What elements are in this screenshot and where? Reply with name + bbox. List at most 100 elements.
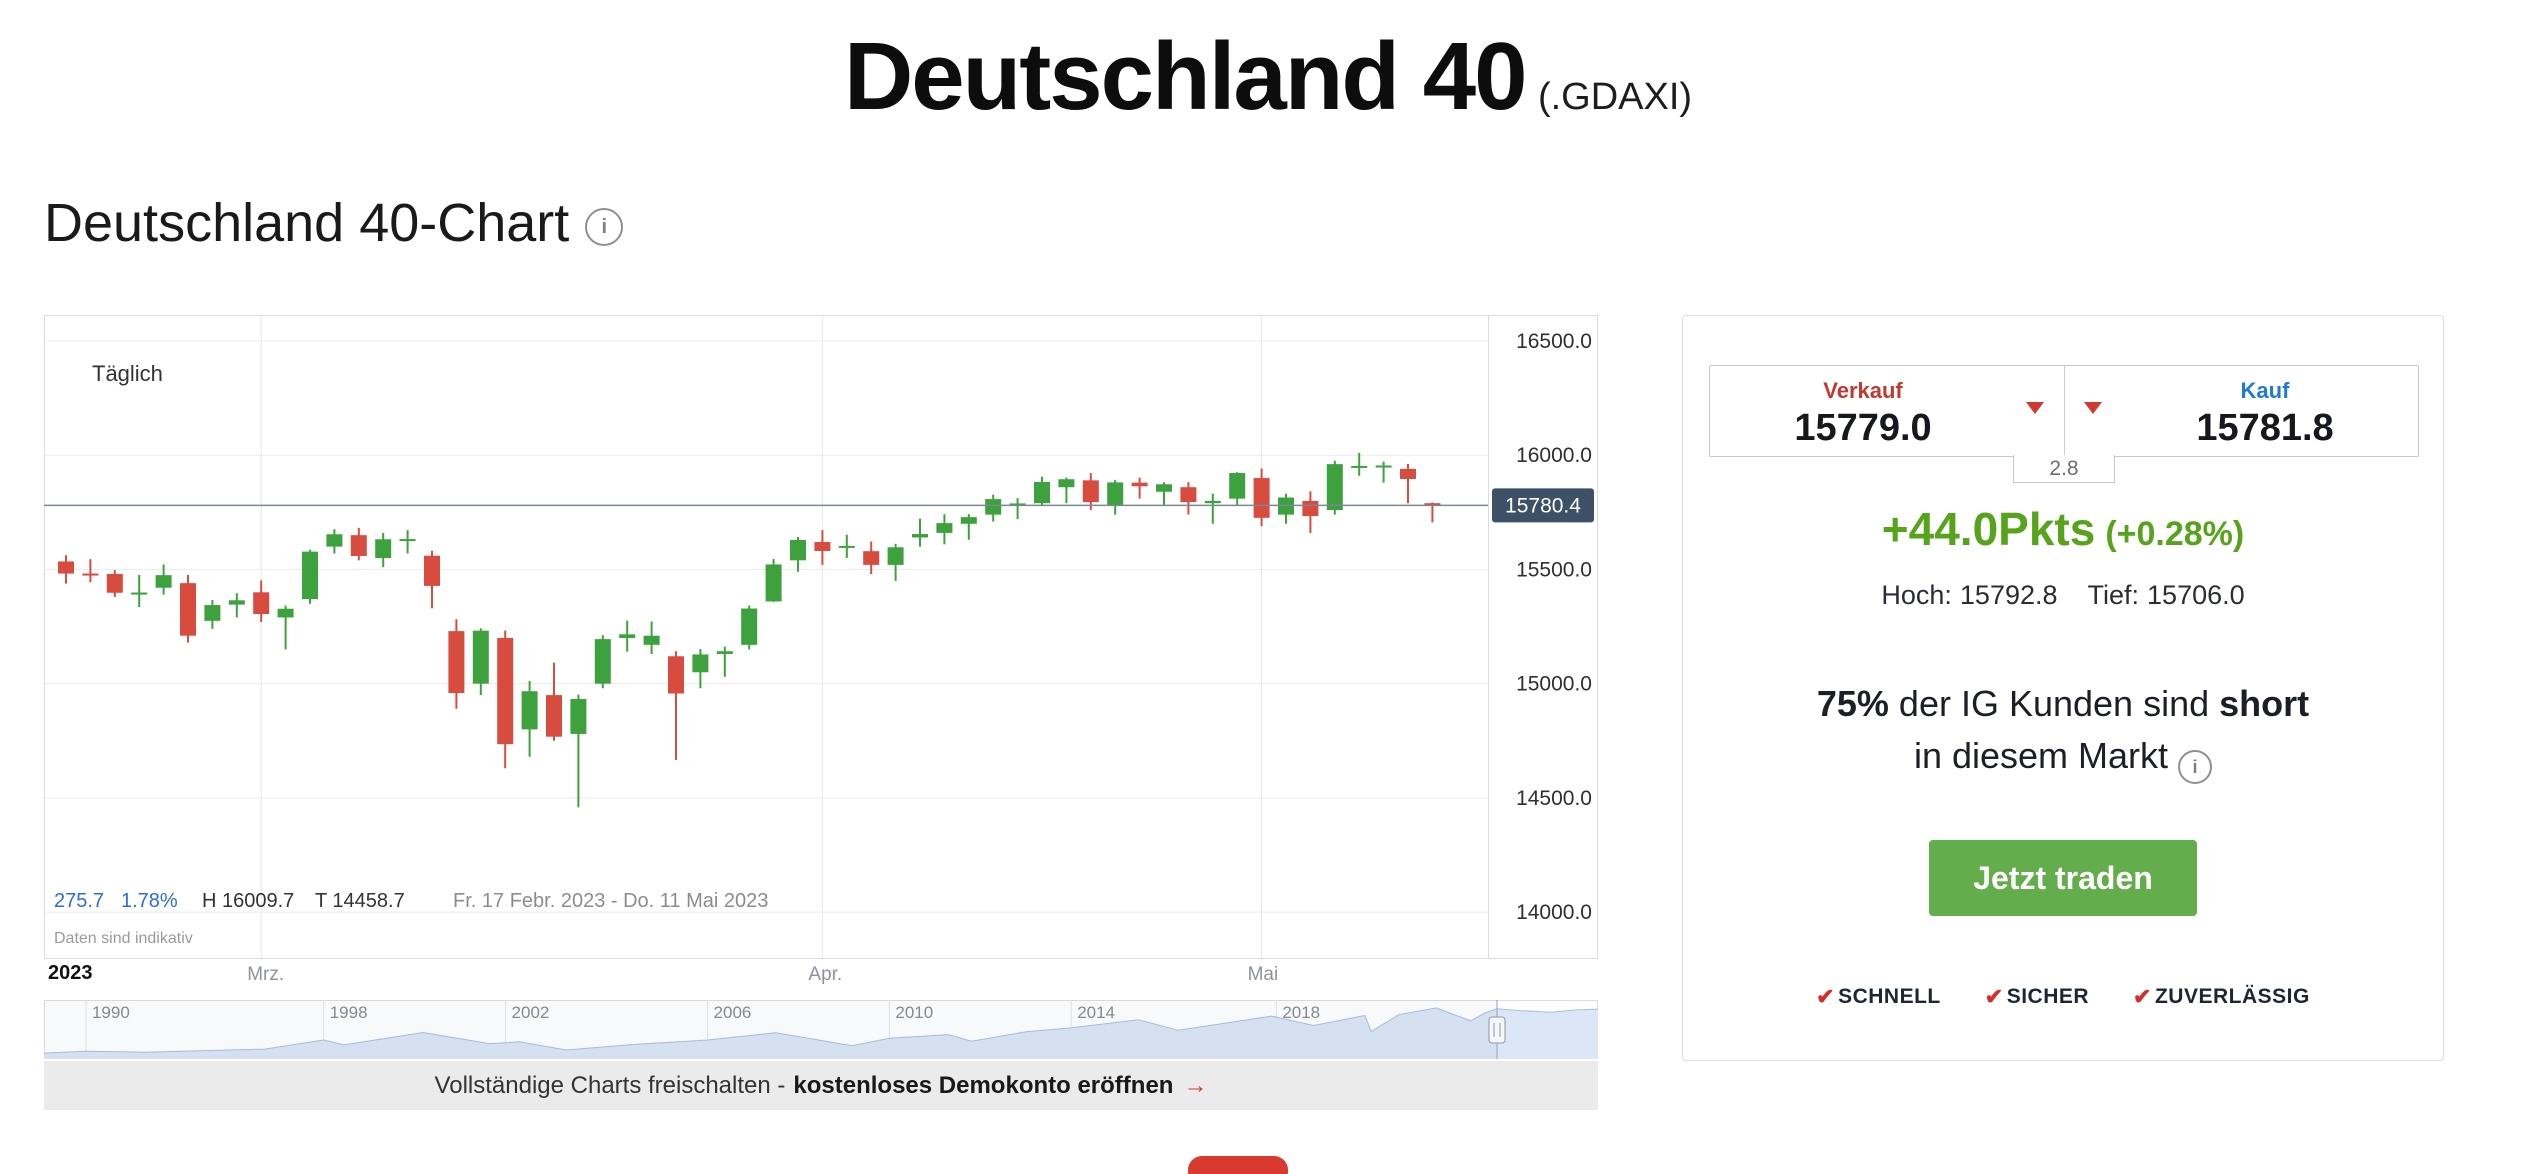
candle: [155, 575, 172, 588]
low-value: 15706.0: [2147, 580, 2245, 610]
high-low-row: Hoch: 15792.8 Tief: 15706.0: [1683, 580, 2443, 611]
candle: [985, 499, 1002, 515]
unlock-charts-banner: Vollständige Charts freischalten - koste…: [44, 1061, 1598, 1110]
candle: [1180, 487, 1197, 503]
points-change: +44.0Pkts: [1881, 503, 2096, 555]
banner-text: Vollständige Charts freischalten -: [434, 1071, 786, 1099]
candle: [424, 555, 440, 586]
jetzt-traden-button[interactable]: Jetzt traden: [1929, 840, 2197, 916]
candle: [1156, 484, 1172, 492]
navigator-year-label: 1998: [330, 1003, 368, 1022]
buy-price: 15781.8: [2196, 407, 2334, 449]
candle: [814, 542, 831, 551]
sentiment-line1: 75% der IG Kunden sind short: [1683, 678, 2443, 730]
chart-stat: 275.7: [54, 890, 104, 912]
candle: [1351, 465, 1368, 468]
candle: [375, 539, 392, 559]
candle: [765, 564, 782, 602]
candle: [399, 539, 416, 542]
chart-x-axis: 2023 Mrz. Apr. Mai: [44, 962, 1598, 996]
badge-label: SCHNELL: [1838, 985, 1941, 1008]
candle: [668, 656, 684, 694]
chart-stat: T 14458.7: [315, 890, 405, 912]
candle: [1204, 500, 1221, 504]
candle: [204, 605, 221, 621]
candle: [1107, 482, 1124, 506]
candle: [58, 561, 74, 574]
navigator-area: [44, 1007, 1598, 1059]
y-axis-label: 14500.0: [1516, 787, 1592, 810]
client-sentiment: 75% der IG Kunden sind short in diesem M…: [1683, 678, 2443, 784]
candle: [1229, 473, 1246, 499]
navigator-chart[interactable]: 1990 1998 2002 2006 2010 2014 2018: [44, 1000, 1598, 1059]
badge-zuverlaessig: ✔ ZUVERLÄSSIG: [2133, 984, 2310, 1010]
candle: [912, 534, 928, 538]
candle: [228, 600, 245, 605]
sell-price: 15779.0: [1794, 407, 1932, 449]
check-icon: ✔: [1984, 984, 2004, 1009]
price-chart[interactable]: 16500.0 16000.0 15500.0 15000.0 14500.0 14000…: [44, 315, 1598, 959]
candle: [277, 608, 294, 618]
interval-label: Täglich: [92, 361, 163, 386]
navigator-year-label: 2010: [895, 1003, 933, 1022]
badge-sicher: ✔ SICHER: [1985, 984, 2089, 1010]
candle: [570, 698, 587, 734]
trust-badges: ✔ SCHNELL ✔ SICHER ✔ ZUVERLÄSSIG: [1683, 984, 2443, 1010]
candle: [619, 634, 636, 638]
candle: [1082, 480, 1099, 503]
sell-button[interactable]: Verkauf 15779.0: [1710, 366, 2016, 456]
page-header: Deutschland 40 (.GDAXI): [0, 22, 2536, 132]
candle: [350, 535, 367, 556]
candle: [82, 573, 99, 576]
buy-tick-down-icon: [2084, 402, 2102, 414]
low-label: Tief:: [2087, 580, 2140, 610]
check-icon: ✔: [2133, 984, 2152, 1009]
badge-schnell: ✔ SCHNELL: [1816, 984, 1941, 1010]
demo-account-link[interactable]: kostenloses Demokonto eröffnen: [793, 1071, 1174, 1099]
candle: [1131, 482, 1148, 487]
candle: [960, 517, 977, 524]
check-icon: ✔: [1816, 984, 1836, 1009]
navigator-year-label: 1990: [92, 1003, 130, 1022]
buy-label: Kauf: [2240, 378, 2290, 403]
spread-value: 2.8: [2013, 455, 2115, 483]
navigator-handle[interactable]: [1488, 1016, 1506, 1044]
candle: [1375, 465, 1392, 468]
buy-button[interactable]: Kauf 15781.8: [2112, 366, 2418, 456]
y-axis-label: 15500.0: [1516, 558, 1592, 581]
chart-disclaimer: Daten sind indikativ: [54, 930, 193, 947]
navigator-mask: [44, 1000, 1497, 1059]
candle: [497, 637, 514, 745]
y-axis-label: 15000.0: [1516, 673, 1592, 696]
candle: [1302, 500, 1319, 516]
candle: [472, 630, 489, 684]
y-axis-label: 16500.0: [1516, 330, 1592, 353]
candle: [106, 574, 123, 593]
candle: [546, 695, 562, 737]
navigator-year-label: 2006: [714, 1003, 752, 1022]
badge-label: ZUVERLÄSSIG: [2154, 985, 2310, 1008]
candle: [741, 608, 758, 645]
navigator-year-label: 2002: [512, 1003, 550, 1022]
candle: [1253, 478, 1270, 518]
candle: [887, 547, 904, 565]
candle: [594, 639, 611, 684]
price-box-middle: [2016, 366, 2112, 456]
current-price-badge: [1492, 488, 1594, 523]
page-title-epic: (.GDAXI): [1537, 76, 1693, 118]
sentiment-text: der IG Kunden sind: [1888, 683, 2220, 724]
y-axis-label: 16000.0: [1516, 444, 1592, 467]
sell-tick-down-icon: [2026, 402, 2044, 414]
chart-stat: Fr. 17 Febr. 2023 - Do. 11 Mai 2023: [453, 890, 768, 912]
candle: [521, 691, 538, 730]
info-icon[interactable]: i: [2178, 750, 2213, 784]
cut-off-red-element[interactable]: [1188, 1156, 1288, 1174]
candle: [180, 583, 196, 636]
navigator-year-label: 2018: [1282, 1003, 1320, 1022]
candle: [1400, 468, 1416, 479]
candle: [1424, 503, 1441, 506]
candle: [716, 651, 733, 654]
info-icon[interactable]: i: [585, 208, 624, 246]
plot-border: [44, 315, 1598, 959]
